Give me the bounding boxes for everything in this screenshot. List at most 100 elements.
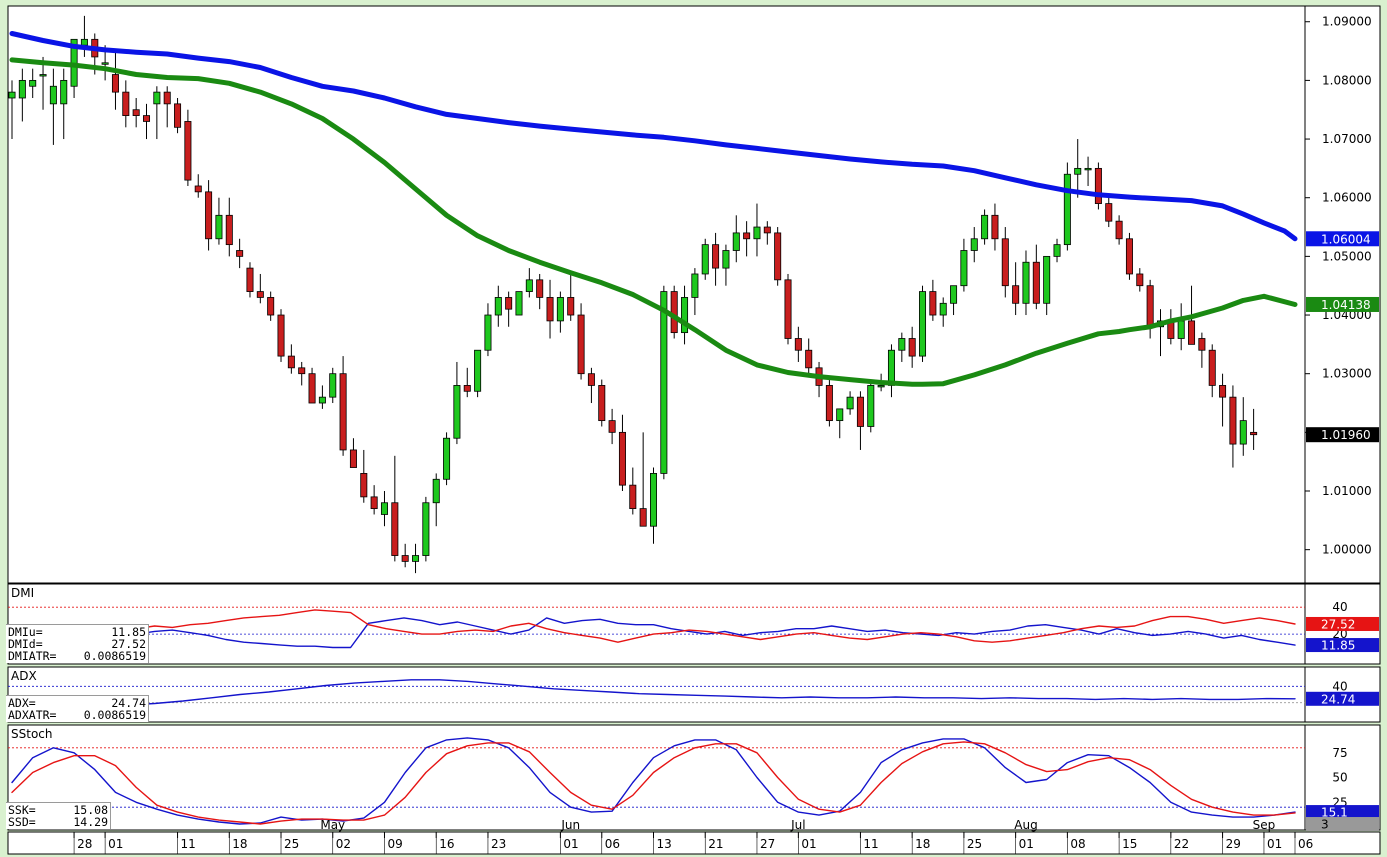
- time-tick-label: 16: [439, 837, 454, 851]
- candle-down: [349, 449, 357, 468]
- dmiu-label: DMIu=: [8, 625, 43, 639]
- sstoch-title: SStoch: [11, 727, 52, 741]
- ma-fast-value-tag-text: 1.04138: [1321, 298, 1371, 312]
- time-tick-label: 15: [1122, 837, 1137, 851]
- time-tick-label: 21: [708, 837, 723, 851]
- candle-down: [1136, 273, 1144, 287]
- candle-up: [660, 291, 668, 474]
- candle-down: [856, 396, 864, 427]
- sstoch-ssk-line: [11, 737, 1296, 825]
- candle-down: [587, 373, 595, 386]
- candle-down: [1125, 238, 1133, 275]
- candle-down: [1198, 338, 1206, 351]
- candle-up: [484, 314, 492, 351]
- price-tick-label: 1.03000: [1322, 367, 1372, 381]
- time-tick-label: 22: [1174, 837, 1189, 851]
- candle-down: [929, 291, 937, 316]
- sstoch-ssd-line: [11, 741, 1296, 825]
- candle-down: [1146, 285, 1154, 328]
- candle-up: [422, 502, 430, 556]
- adxatr-value: 0.0086519: [83, 708, 146, 722]
- candle-down: [391, 502, 399, 556]
- month-label: Sep: [1253, 818, 1276, 832]
- candle-down: [277, 314, 285, 357]
- sstoch-readout: SSK= 15.08 SSD= 14.29: [6, 802, 111, 829]
- ma-fast-line: [9, 57, 1298, 387]
- candle-down: [784, 279, 792, 339]
- candle-down: [991, 214, 999, 240]
- candle-down: [308, 373, 316, 404]
- candle-down: [194, 185, 202, 193]
- candle-down: [618, 431, 626, 486]
- candle-up: [846, 396, 854, 410]
- candle-up: [877, 385, 885, 388]
- candle-down: [598, 385, 606, 422]
- candle-up: [39, 74, 47, 77]
- candle-down: [608, 420, 616, 433]
- dmi-tick-label: 40: [1332, 600, 1347, 614]
- candle-up: [412, 555, 420, 562]
- candle-up: [101, 62, 109, 65]
- adx-label: ADX=: [8, 696, 36, 710]
- candle-down: [401, 555, 409, 562]
- last-price-tag-text: 1.01960: [1321, 428, 1371, 442]
- candle-down: [205, 191, 213, 240]
- price-tick-label: 1.05000: [1322, 249, 1372, 263]
- sstoch-value-tag-text: 15.1: [1321, 806, 1348, 820]
- candle-up: [753, 226, 761, 240]
- candle-down: [287, 355, 295, 369]
- sstoch-value-tag: 3: [1306, 817, 1379, 832]
- candle-up: [722, 250, 730, 269]
- candle-down: [143, 115, 151, 122]
- candle-down: [805, 349, 813, 369]
- candle-up: [1239, 420, 1247, 445]
- candle-up: [453, 385, 461, 439]
- time-tick-label: 28: [77, 837, 92, 851]
- candle-down: [774, 232, 782, 281]
- adx-adx-line: [11, 679, 1296, 707]
- candle-down: [174, 103, 182, 128]
- time-tick-label: 01: [1019, 837, 1034, 851]
- candle-down: [463, 385, 471, 392]
- indicator-panels: DMI ADX SStoch: [11, 586, 1296, 825]
- candle-up: [432, 478, 440, 504]
- adx-value-tag-bg: [1306, 691, 1379, 706]
- dmid-label: DMId=: [8, 637, 43, 651]
- candle-up: [649, 473, 658, 527]
- candle-up: [18, 79, 26, 99]
- time-tick-label: 29: [1226, 837, 1241, 851]
- time-tick-label: 08: [1070, 837, 1085, 851]
- candle-down: [1012, 285, 1020, 304]
- candle-down: [629, 484, 637, 510]
- candle-up: [525, 279, 533, 292]
- candle-up: [1074, 167, 1082, 175]
- axes: 1.090001.080001.070001.060001.050001.040…: [73, 15, 1379, 854]
- candle-down: [1094, 167, 1102, 204]
- candle-down: [1115, 220, 1123, 240]
- time-tick-label: 23: [491, 837, 506, 851]
- month-label: Jul: [790, 818, 805, 832]
- time-tick-label: 11: [863, 837, 878, 851]
- candle-up: [867, 385, 875, 427]
- candle-up: [939, 302, 947, 316]
- adx-title: ADX: [11, 669, 37, 683]
- ssk-value: 15.08: [73, 803, 108, 817]
- candle-up: [153, 91, 161, 105]
- candle-down: [763, 226, 771, 234]
- candle-up: [215, 214, 223, 240]
- candle-down: [670, 291, 678, 334]
- candle-down: [1219, 385, 1227, 398]
- ssd-label: SSD=: [8, 815, 36, 829]
- adx-value-tag: 24.74: [1306, 691, 1379, 706]
- candle-down: [1032, 261, 1040, 304]
- price-tick-label: 1.08000: [1322, 73, 1372, 87]
- candle-down: [743, 232, 751, 240]
- month-label: Jun: [560, 818, 580, 832]
- price-panel: [8, 15, 1298, 574]
- time-tick-label: 01: [108, 837, 123, 851]
- ma-slow-value-tag: 1.06004: [1306, 231, 1379, 247]
- candle-down: [825, 385, 833, 422]
- dmi-panel-bg: [7, 583, 1306, 665]
- price-tick-label: 1.00000: [1322, 543, 1372, 557]
